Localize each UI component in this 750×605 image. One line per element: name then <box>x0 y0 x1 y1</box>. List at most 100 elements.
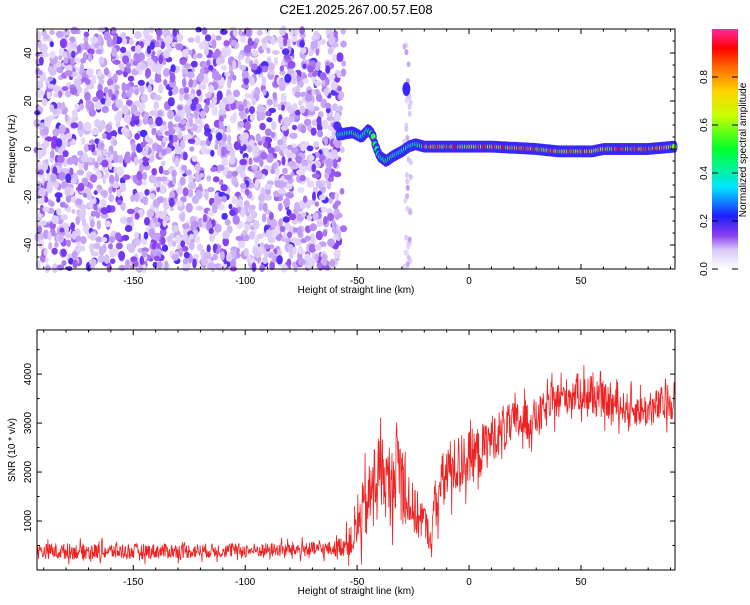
noise-cell <box>91 75 97 85</box>
noise-cell <box>169 191 176 200</box>
noise-cell <box>80 208 86 218</box>
noise-cell <box>162 49 171 59</box>
y-tick-label: 4000 <box>23 363 34 386</box>
noise-cell <box>310 40 316 51</box>
noise-cell <box>100 212 109 219</box>
noise-cell <box>279 70 286 76</box>
noise-cell <box>274 57 278 66</box>
noise-cell <box>109 247 116 258</box>
x-tick-label: -50 <box>350 276 365 287</box>
noise-cell <box>251 63 258 71</box>
noise-cell <box>283 37 288 47</box>
noise-cell <box>187 37 195 43</box>
noise-cell <box>160 176 167 182</box>
noise-cell <box>67 44 73 53</box>
noise-cell <box>252 149 258 158</box>
noise-cell <box>85 99 93 108</box>
noise-cell <box>217 265 222 271</box>
noise-cell <box>404 125 409 132</box>
noise-cell <box>148 228 156 238</box>
noise-cell <box>262 256 268 265</box>
noise-cell <box>222 230 230 240</box>
noise-cell <box>328 35 336 46</box>
noise-cell <box>111 182 120 189</box>
noise-cell <box>265 110 271 117</box>
noise-cell <box>156 261 163 269</box>
noise-cell <box>160 149 167 156</box>
noise-cell <box>64 224 69 234</box>
noise-cell <box>196 53 203 59</box>
noise-cell <box>103 254 110 265</box>
noise-cell <box>142 172 147 180</box>
noise-cell <box>211 106 218 116</box>
noise-cell <box>161 244 169 252</box>
noise-cell <box>174 145 182 155</box>
noise-cell <box>69 167 74 176</box>
noise-cell <box>270 168 276 174</box>
noise-cell <box>124 259 131 269</box>
noise-cell <box>306 145 314 152</box>
noise-cell <box>142 28 150 38</box>
noise-cell <box>196 243 203 252</box>
noise-cell <box>60 214 68 221</box>
noise-cell <box>77 182 85 192</box>
noise-cell <box>70 177 77 185</box>
noise-cell <box>70 122 79 129</box>
noise-cell <box>115 69 123 76</box>
noise-cell <box>155 110 163 117</box>
noise-cell <box>261 65 269 73</box>
noise-cell <box>193 110 199 119</box>
noise-cell <box>70 222 76 231</box>
noise-cell <box>269 244 275 250</box>
noise-cell <box>224 71 231 78</box>
noise-cell <box>283 54 291 60</box>
noise-cell <box>94 101 103 110</box>
noise-cell <box>134 192 140 203</box>
noise-cell <box>187 188 194 198</box>
noise-cell <box>122 55 130 65</box>
noise-cell <box>120 202 126 211</box>
noise-cell <box>258 193 266 202</box>
noise-cell <box>178 247 183 257</box>
noise-cell <box>152 55 159 62</box>
noise-cell <box>154 71 162 82</box>
noise-cell <box>406 156 411 163</box>
noise-cell <box>159 228 167 237</box>
noise-cell <box>77 121 84 131</box>
noise-cell <box>325 77 330 86</box>
noise-cell <box>264 136 270 143</box>
noise-cell <box>114 247 120 256</box>
noise-cell <box>155 28 163 37</box>
noise-cell <box>220 251 225 261</box>
noise-cell <box>153 217 159 224</box>
noise-cell <box>226 141 233 152</box>
noise-cell <box>197 72 205 82</box>
noise-cell <box>64 70 73 77</box>
noise-cell <box>289 132 298 139</box>
noise-cell <box>90 251 99 257</box>
noise-cell <box>42 126 49 136</box>
noise-cell <box>199 140 207 147</box>
noise-cell <box>70 155 79 164</box>
noise-cell <box>146 35 151 41</box>
noise-cell <box>267 62 275 72</box>
noise-cell <box>57 154 65 164</box>
noise-cell <box>102 174 107 185</box>
spectrogram-y-axis-label: Frequency (Hz) <box>7 115 18 184</box>
noise-cell <box>329 258 336 268</box>
noise-cell <box>146 45 152 55</box>
noise-cell <box>92 96 99 102</box>
noise-cell <box>286 231 293 239</box>
noise-cell <box>134 212 140 220</box>
noise-cell <box>101 237 108 243</box>
noise-cell <box>116 188 122 198</box>
noise-cell <box>311 76 316 83</box>
noise-cell <box>405 250 410 257</box>
noise-cell <box>233 141 241 151</box>
noise-cell <box>337 86 342 92</box>
noise-cell <box>229 209 236 217</box>
noise-cell <box>102 148 108 157</box>
noise-cell <box>239 183 247 189</box>
noise-cell <box>106 204 112 214</box>
noise-cell <box>153 94 161 101</box>
